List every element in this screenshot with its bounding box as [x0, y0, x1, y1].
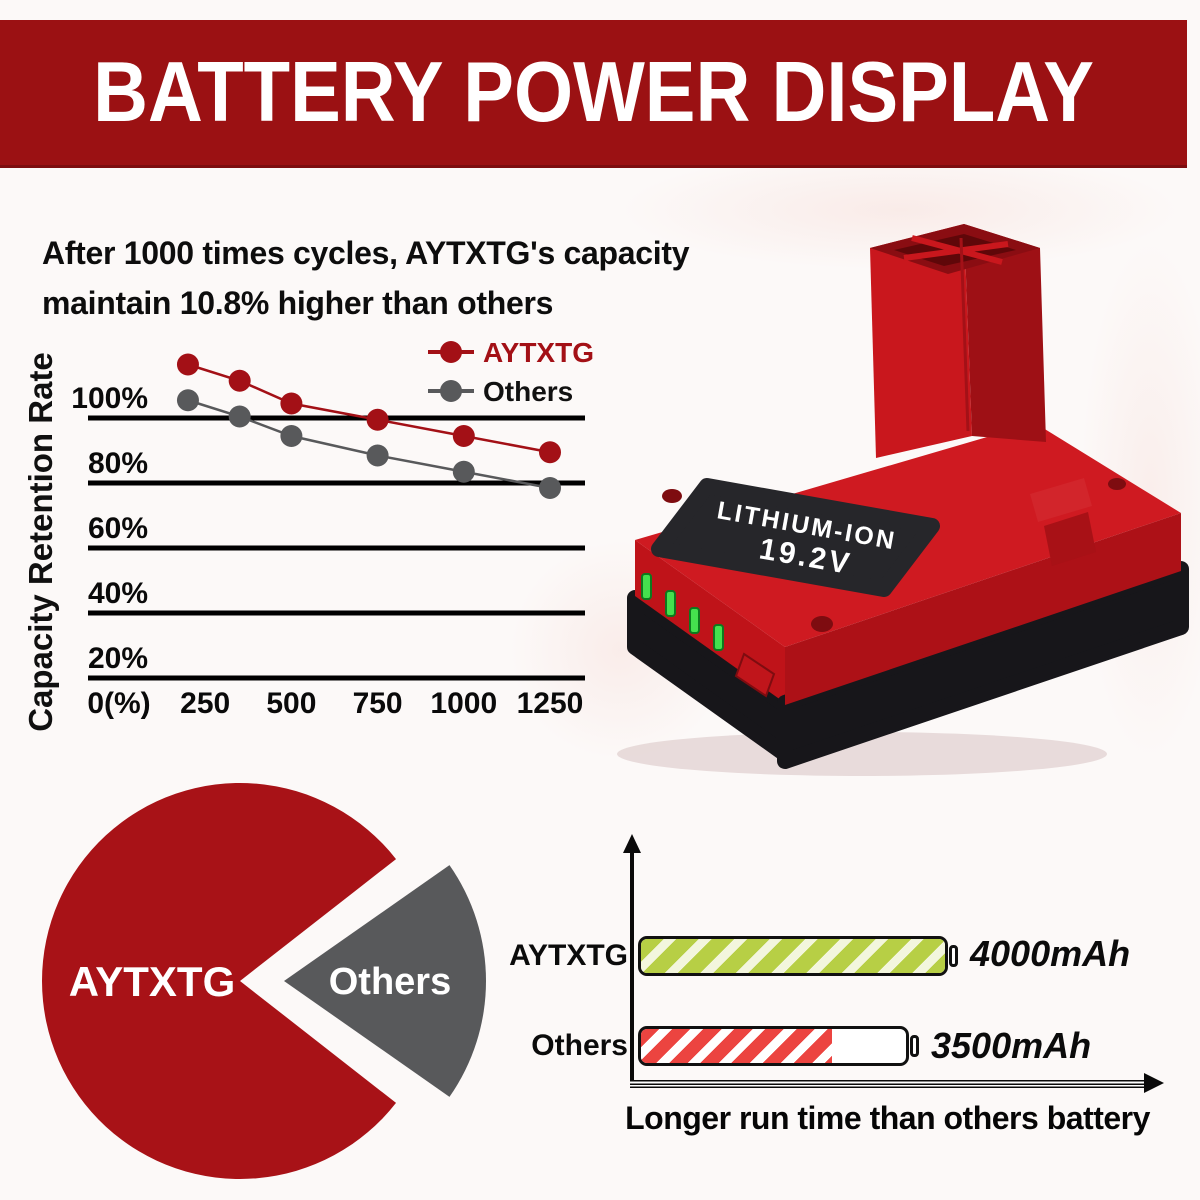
bar-chart-caption: Longer run time than others battery [625, 1100, 1150, 1136]
battery-bar-fill [641, 1029, 832, 1063]
pie-slice-aytxtg [42, 782, 397, 1179]
y-axis-line [630, 852, 634, 1088]
screw-hole [1108, 478, 1126, 490]
data-point [366, 408, 389, 431]
data-point [176, 389, 199, 412]
data-point [366, 444, 389, 467]
battery-bar-terminal [910, 1035, 919, 1057]
legend-label: Others [483, 376, 573, 407]
retention-line-chart: 100% 80% 60% 40% 20% 0(%) 250 500 750 1000 1250 AYT… [22, 337, 594, 732]
y-tick-label: 80% [88, 447, 148, 480]
screw-hole [811, 616, 833, 632]
bar-label-aytxtg: AYTXTG [509, 939, 628, 972]
page-title: BATTERY POWER DISPLAY [93, 44, 1094, 141]
bar-value-others: 3500mAh [931, 1025, 1092, 1066]
data-point [280, 425, 303, 447]
latch-tab [1030, 478, 1092, 522]
data-point [176, 353, 199, 376]
y-tick-label: 100% [71, 382, 148, 415]
headline-line2: maintain 10.8% higher than others [42, 285, 554, 321]
data-point [228, 405, 251, 428]
capacity-share-pie: AYTXTG Others [42, 782, 486, 1179]
battery-tower-front [870, 224, 972, 458]
legend-marker-dot [440, 380, 462, 402]
legend-label: AYTXTG [483, 337, 594, 368]
battery-label-plate [651, 478, 940, 597]
headline: After 1000 times cycles, AYTXTG's capaci… [42, 228, 762, 328]
pie-label-others: Others [329, 961, 451, 1003]
charge-led [689, 607, 700, 634]
battery-bar-others [638, 1026, 909, 1066]
series-aytxtg [176, 353, 561, 464]
bar-value-aytxtg: 4000mAh [970, 933, 1131, 974]
y-tick-label: 60% [88, 512, 148, 545]
data-point [452, 460, 475, 483]
y-axis-title: Capacity Retention Rate [22, 352, 59, 732]
x-tick-label: 750 [353, 687, 403, 720]
headline-line1: After 1000 times cycles, AYTXTG's capaci… [42, 235, 690, 271]
battery-bar-fill [641, 939, 945, 973]
legend-marker-dot [440, 341, 462, 363]
y-axis-arrow [623, 834, 641, 853]
x-axis-line [630, 1080, 1146, 1088]
x-tick-label: 250 [180, 687, 230, 720]
series-others [176, 389, 561, 499]
battery-bar-aytxtg [638, 936, 948, 976]
charge-led [665, 590, 676, 617]
x-tick-label: 1000 [430, 687, 497, 720]
data-point [228, 369, 251, 392]
tower-slot [959, 237, 970, 432]
legend-item-aytxtg: AYTXTG [428, 337, 594, 368]
data-point [452, 425, 475, 447]
screw-hole [662, 489, 682, 503]
y-tick-label: 20% [88, 642, 148, 675]
data-point [539, 477, 561, 499]
pie-label-aytxtg: AYTXTG [69, 958, 235, 1005]
battery-right-face-red [785, 513, 1181, 705]
data-point [280, 392, 303, 415]
battery-photo: LITHIUM-ION 19.2V [617, 224, 1189, 776]
y-tick-label: 40% [88, 577, 148, 610]
tower-cross [911, 235, 1003, 265]
battery-shadow [617, 732, 1107, 776]
x-tick-label: 500 [266, 687, 316, 720]
banner: BATTERY POWER DISPLAY [0, 20, 1187, 165]
bar-label-others: Others [531, 1029, 628, 1062]
x-tick-label: 0(%) [87, 687, 150, 720]
legend-item-others: Others [428, 376, 573, 407]
latch-hook [1044, 512, 1096, 566]
data-point [539, 441, 561, 464]
charge-led [641, 573, 652, 600]
battery-tower-side [964, 224, 1046, 442]
x-tick-label: 1250 [517, 687, 584, 720]
pie-slice-others [284, 865, 486, 1097]
indicator-button [734, 652, 776, 698]
runtime-bar-chart: AYTXTG Others 4000mAh 3500mAh Longer run… [490, 830, 1200, 1180]
x-axis-arrow [1144, 1073, 1164, 1093]
charge-led [713, 624, 724, 651]
battery-bar-terminal [949, 945, 958, 967]
